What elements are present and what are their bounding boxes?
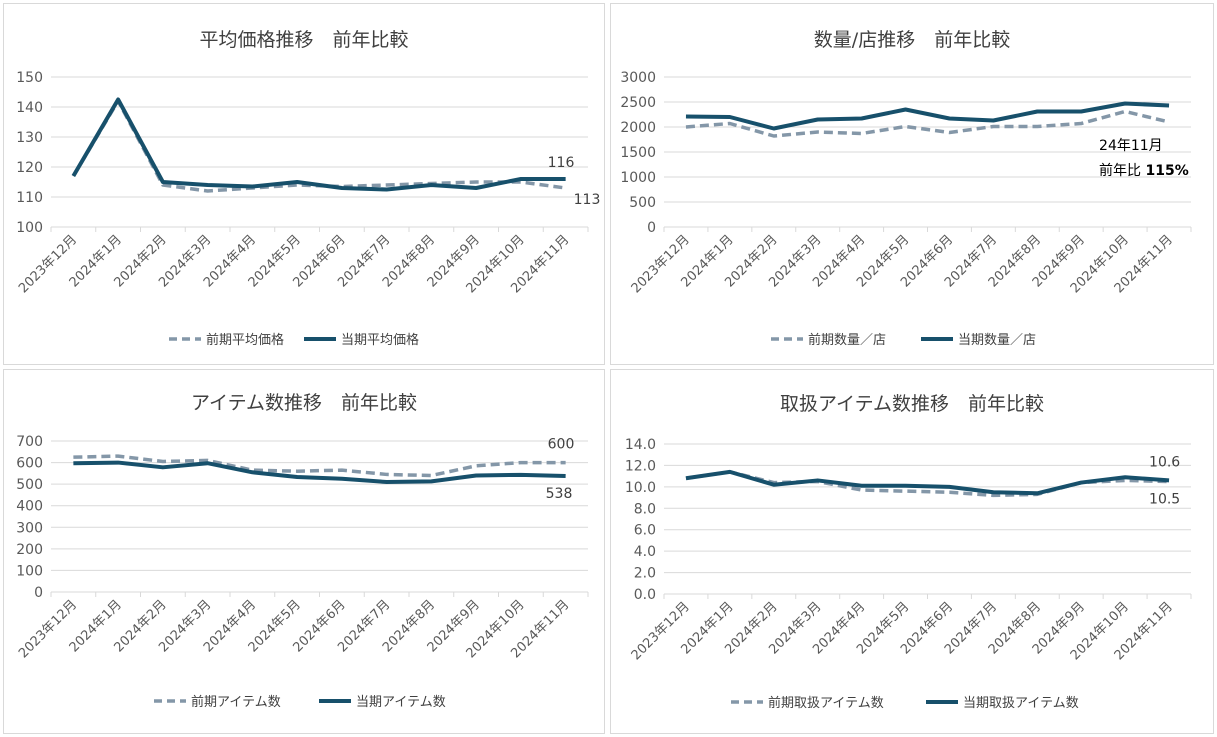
legend-label: 当期平均価格 <box>341 332 419 348</box>
annotation-yoy-label: 前年比 <box>1099 162 1145 179</box>
y-tick-label: 2.0 <box>634 566 656 582</box>
chart-panel-item-count: アイテム数推移 前年比較 0 100 200 300 400 500 600 700 2023年1… <box>3 369 605 734</box>
annotation-date: 24年11月 <box>1099 138 1163 154</box>
legend-label: 当期アイテム数 <box>356 695 446 710</box>
data-label: 116 <box>548 155 575 171</box>
y-tick-label: 100 <box>16 220 43 236</box>
y-tick-label: 140 <box>16 100 43 116</box>
y-tick-label: 100 <box>16 563 43 579</box>
y-tick-label: 1000 <box>620 170 656 186</box>
legend-label: 前期アイテム数 <box>191 694 281 710</box>
series-line-current <box>71 97 566 192</box>
y-tick-label: 4.0 <box>634 544 656 560</box>
y-tick-label: 0 <box>34 585 43 601</box>
x-tick-label: 2023年12月 <box>16 597 80 661</box>
y-tick-label: 120 <box>16 160 43 176</box>
y-tick-label: 110 <box>16 190 43 206</box>
y-tick-label: 600 <box>16 456 43 472</box>
chart-panel-handled-item-count: 取扱アイテム数推移 前年比較 0.0 2.0 4.0 6.0 8.0 10.0 12.0 14.… <box>610 369 1214 734</box>
y-tick-label: 2500 <box>620 95 656 111</box>
y-tick-label: 500 <box>16 477 43 493</box>
series-line-previous <box>73 454 566 478</box>
series-line-previous <box>71 99 566 193</box>
legend-label: 前期平均価格 <box>206 332 284 348</box>
chart-title: 取扱アイテム数推移 前年比較 <box>780 393 1044 415</box>
y-tick-label: 500 <box>629 195 656 211</box>
chart-panel-quantity-per-store: 数量/店推移 前年比較 0 500 1000 1500 2000 2500 3000 2023年… <box>610 3 1214 365</box>
annotation-yoy-value: 115% <box>1145 163 1188 179</box>
data-label: 113 <box>574 192 601 208</box>
legend-label: 当期数量／店 <box>958 333 1036 348</box>
series-line-previous <box>685 109 1170 138</box>
y-tick-label: 0 <box>647 220 656 236</box>
y-tick-label: 10.0 <box>625 480 656 496</box>
series-line-previous <box>685 470 1170 498</box>
data-label: 10.5 <box>1149 492 1180 508</box>
series-line-current <box>73 460 566 484</box>
y-tick-label: 300 <box>16 520 43 536</box>
legend-label: 前期取扱アイテム数 <box>768 695 884 711</box>
y-tick-label: 12.0 <box>625 458 656 474</box>
chart-panel-average-price: 平均価格推移 前年比較 100 110 120 130 140 150 2023年12月 202… <box>3 3 605 365</box>
y-tick-label: 8.0 <box>634 501 656 517</box>
y-tick-label: 0.0 <box>634 587 656 603</box>
series-line-current <box>685 101 1170 131</box>
data-label: 10.6 <box>1149 454 1180 470</box>
y-tick-label: 150 <box>16 70 43 86</box>
y-tick-label: 700 <box>16 434 43 450</box>
x-tick-label: 2023年12月 <box>629 599 693 663</box>
data-label: 538 <box>546 486 573 502</box>
y-tick-label: 3000 <box>620 70 656 86</box>
legend-label: 当期取扱アイテム数 <box>963 696 1079 711</box>
y-tick-label: 2000 <box>620 120 656 136</box>
x-tick-label: 2023年12月 <box>629 232 693 296</box>
y-tick-label: 200 <box>16 542 43 558</box>
series-line-current <box>685 469 1170 496</box>
chart-title: アイテム数推移 前年比較 <box>191 392 417 414</box>
y-tick-label: 130 <box>16 130 43 146</box>
annotation-yoy: 前年比 115% <box>1099 162 1189 179</box>
y-tick-label: 400 <box>16 499 43 515</box>
legend-label: 前期数量／店 <box>808 332 886 348</box>
data-label: 600 <box>548 437 575 453</box>
chart-title: 数量/店推移 前年比較 <box>814 29 1010 51</box>
y-tick-label: 1500 <box>620 145 656 161</box>
y-tick-label: 6.0 <box>634 523 656 539</box>
y-tick-label: 14.0 <box>625 437 656 453</box>
chart-title: 平均価格推移 前年比較 <box>199 29 408 51</box>
x-tick-label: 2023年12月 <box>16 232 80 296</box>
